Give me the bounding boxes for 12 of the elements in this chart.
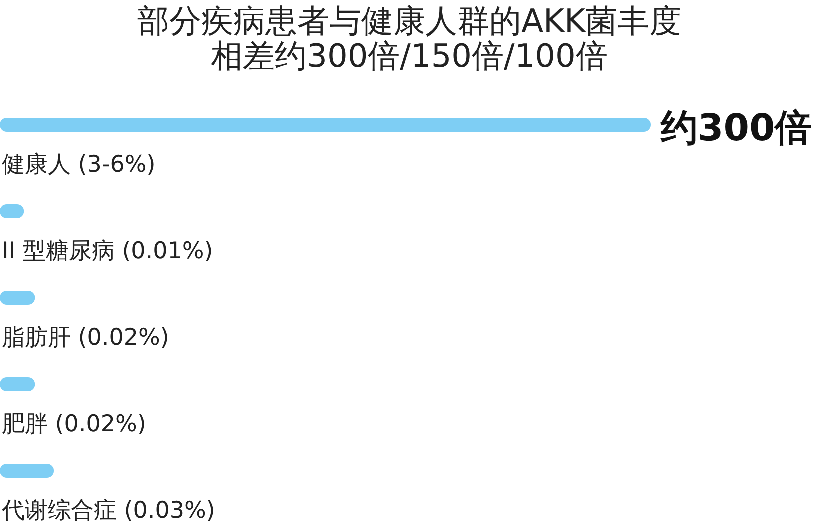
text: 约300倍	[660, 106, 812, 150]
bar	[0, 464, 54, 478]
y-tick-label: 健康人 (3-6%)	[2, 152, 156, 178]
y-tick-label: 脂肪肝 (0.02%)	[2, 325, 170, 351]
chart-title: 部分疾病患者与健康人群的AKK菌丰度	[138, 2, 682, 40]
bar	[0, 291, 36, 305]
y-tick-label: II 型糖尿病 (0.01%)	[2, 238, 214, 264]
bar	[0, 378, 36, 392]
bar	[0, 118, 651, 132]
y-tick-label: 肥胖 (0.02%)	[2, 412, 146, 438]
y-tick-label: 代谢综合症 (0.03%)	[1, 498, 216, 523]
chart-subtitle: 相差约300倍/150倍/100倍	[211, 37, 608, 75]
